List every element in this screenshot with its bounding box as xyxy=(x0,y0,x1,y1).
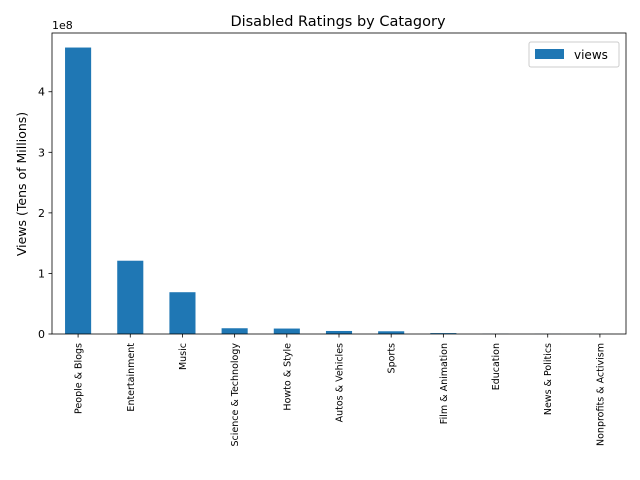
x-tick-label: Education xyxy=(491,343,502,390)
legend-swatch xyxy=(535,49,564,59)
y-axis-label: Views (Tens of Millions) xyxy=(14,112,29,256)
plot-frame xyxy=(51,32,627,335)
bar xyxy=(325,330,353,334)
x-tick-label: Nonprofits & Activism xyxy=(595,343,606,446)
bar xyxy=(273,328,300,334)
y-tick-label: 2 xyxy=(38,207,45,220)
y-tick-label: 4 xyxy=(38,86,45,99)
x-tick-label: Sports xyxy=(387,343,398,374)
legend: views xyxy=(528,41,620,68)
bar xyxy=(430,333,457,334)
x-tick-label: News & Politics xyxy=(543,343,554,415)
x-axis-ticks: People & Blogs Entertainment Music Science … xyxy=(74,334,606,447)
bar xyxy=(117,260,144,334)
x-tick-label: People & Blogs xyxy=(74,343,85,414)
bar xyxy=(378,331,405,334)
x-tick-label: Science & Technology xyxy=(230,343,241,447)
x-tick-label: Entertainment xyxy=(126,343,137,412)
x-tick-label: Howto & Style xyxy=(282,343,293,411)
y-tick-label: 0 xyxy=(38,328,45,341)
bar xyxy=(65,47,92,334)
chart-title: Disabled Ratings by Catagory xyxy=(230,14,446,30)
bars-group xyxy=(65,47,613,334)
y-axis-offset-text: 1e8 xyxy=(52,19,73,32)
x-tick-label: Film & Animation xyxy=(439,343,450,424)
legend-box xyxy=(528,41,620,68)
bar xyxy=(169,292,196,334)
x-tick-label: Autos & Vehicles xyxy=(335,343,346,422)
y-tick-label: 1 xyxy=(38,267,45,280)
y-tick-label: 3 xyxy=(38,146,45,159)
bar xyxy=(221,328,248,334)
y-axis-ticks: 0 1 2 3 4 xyxy=(38,86,52,341)
x-tick-label: Music xyxy=(178,343,189,370)
legend-label: views xyxy=(574,48,608,62)
